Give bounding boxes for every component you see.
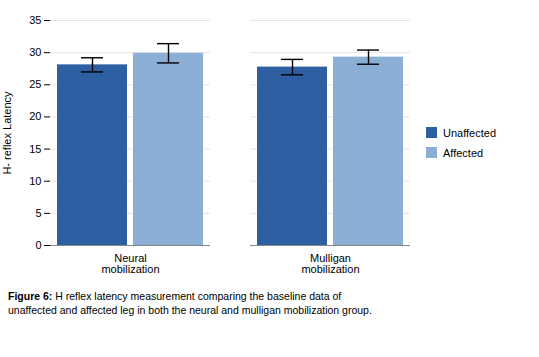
svg-text:5: 5 <box>35 207 41 219</box>
svg-text:Mulliganmobilization: Mulliganmobilization <box>301 252 359 275</box>
html-text:Unaffected: Unaffected <box>443 126 496 139</box>
html-text:Affected: Affected <box>443 146 484 159</box>
svg-text:30: 30 <box>29 46 41 58</box>
svg-text:Neuralmobilization: Neuralmobilization <box>101 252 159 275</box>
svg-text:20: 20 <box>29 110 41 122</box>
svg-text:0: 0 <box>35 239 41 251</box>
html-text:Figure 6: H reflex latency mea: Figure 6: H reflex latency measurement c… <box>8 290 372 317</box>
svg-text:35: 35 <box>29 14 41 26</box>
svg-text:H- reflex Latency: H- reflex Latency <box>1 91 13 175</box>
svg-text:15: 15 <box>29 143 41 155</box>
svg-text:10: 10 <box>29 175 41 187</box>
svg-text:25: 25 <box>29 78 41 90</box>
